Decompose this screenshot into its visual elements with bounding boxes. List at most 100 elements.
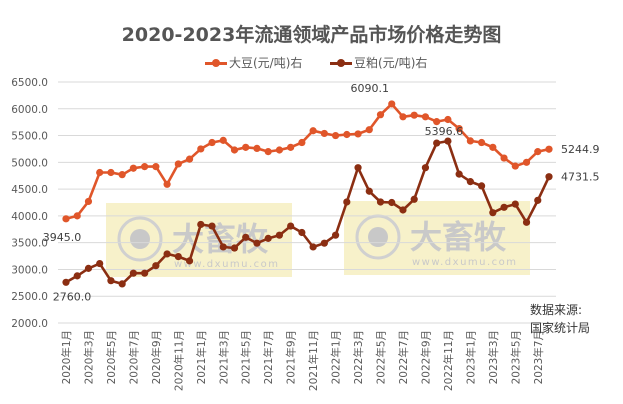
- data-point[interactable]: [545, 173, 553, 181]
- data-point[interactable]: [253, 239, 261, 247]
- data-point[interactable]: [354, 164, 362, 172]
- data-point[interactable]: [320, 239, 328, 247]
- data-point[interactable]: [376, 111, 385, 119]
- data-point[interactable]: [331, 131, 340, 140]
- data-point[interactable]: [511, 200, 519, 208]
- data-point[interactable]: [399, 113, 407, 121]
- data-point[interactable]: [141, 163, 149, 171]
- data-point[interactable]: [208, 222, 216, 230]
- data-point[interactable]: [219, 136, 227, 144]
- data-point[interactable]: [163, 180, 171, 188]
- data-point[interactable]: [478, 138, 486, 147]
- data-point[interactable]: [522, 218, 531, 226]
- data-point[interactable]: [96, 259, 104, 268]
- data-point[interactable]: [242, 233, 250, 241]
- data-point[interactable]: [466, 178, 474, 186]
- data-point[interactable]: [264, 148, 272, 156]
- data-point[interactable]: [208, 138, 216, 147]
- x-tick-label: 2021年5月: [240, 330, 253, 384]
- data-point[interactable]: [62, 278, 70, 286]
- data-point[interactable]: [264, 234, 272, 242]
- data-point[interactable]: [253, 144, 261, 153]
- data-point[interactable]: [534, 196, 542, 204]
- data-label: 2760.0: [53, 290, 92, 303]
- data-point[interactable]: [444, 137, 452, 145]
- data-point[interactable]: [466, 137, 474, 145]
- data-point[interactable]: [489, 143, 497, 151]
- x-tick-label: 2022年5月: [375, 330, 388, 384]
- legend-item-soybean-meal[interactable]: 豆粕(元/吨)右: [330, 54, 427, 71]
- data-point[interactable]: [388, 100, 396, 108]
- data-point[interactable]: [230, 146, 239, 154]
- data-point[interactable]: [197, 145, 205, 153]
- data-point[interactable]: [478, 182, 486, 190]
- data-point[interactable]: [545, 145, 553, 153]
- data-point[interactable]: [455, 170, 463, 178]
- data-point[interactable]: [185, 155, 194, 163]
- data-point[interactable]: [421, 164, 430, 172]
- data-point[interactable]: [410, 195, 418, 203]
- data-point[interactable]: [343, 198, 351, 206]
- data-point[interactable]: [62, 215, 70, 223]
- data-point[interactable]: [219, 243, 227, 251]
- legend-line-marker-icon: [330, 58, 352, 68]
- data-point[interactable]: [107, 168, 115, 177]
- data-point[interactable]: [174, 252, 182, 261]
- data-point[interactable]: [73, 212, 81, 220]
- data-point[interactable]: [152, 262, 160, 270]
- data-point[interactable]: [376, 198, 385, 206]
- data-point[interactable]: [287, 143, 295, 151]
- data-point[interactable]: [534, 148, 542, 156]
- data-point[interactable]: [84, 197, 93, 206]
- data-point[interactable]: [129, 269, 137, 277]
- data-point[interactable]: [141, 269, 149, 277]
- data-point[interactable]: [433, 139, 441, 147]
- data-point[interactable]: [365, 126, 373, 134]
- data-point[interactable]: [275, 231, 284, 239]
- data-point[interactable]: [298, 228, 306, 237]
- data-point[interactable]: [242, 143, 250, 151]
- data-point[interactable]: [129, 164, 137, 172]
- data-point[interactable]: [500, 154, 508, 162]
- data-point[interactable]: [343, 130, 351, 139]
- data-point[interactable]: [444, 115, 452, 124]
- legend-item-soybean[interactable]: 大豆(元/吨)右: [205, 54, 302, 71]
- data-point[interactable]: [96, 168, 104, 177]
- data-point[interactable]: [309, 127, 317, 135]
- data-point[interactable]: [433, 118, 441, 126]
- data-point[interactable]: [522, 158, 531, 166]
- data-point[interactable]: [320, 129, 328, 138]
- data-point[interactable]: [185, 257, 194, 265]
- data-point[interactable]: [511, 162, 519, 170]
- data-point[interactable]: [174, 160, 182, 168]
- data-point[interactable]: [455, 124, 463, 133]
- data-point[interactable]: [410, 111, 418, 119]
- data-source: 数据来源: 国家统计局: [530, 301, 590, 337]
- data-point[interactable]: [84, 264, 93, 272]
- data-point[interactable]: [298, 138, 306, 147]
- data-point[interactable]: [399, 206, 407, 214]
- data-point[interactable]: [500, 203, 508, 211]
- data-point[interactable]: [354, 130, 362, 138]
- data-point[interactable]: [118, 171, 126, 179]
- data-point[interactable]: [287, 222, 295, 230]
- data-point[interactable]: [365, 187, 373, 195]
- x-tick-label: 2022年9月: [419, 330, 432, 384]
- data-point[interactable]: [163, 250, 171, 258]
- data-point[interactable]: [309, 243, 317, 251]
- x-tick-label: 2023年3月: [487, 330, 500, 384]
- data-point[interactable]: [421, 113, 430, 121]
- data-point[interactable]: [230, 244, 239, 252]
- data-point[interactable]: [275, 146, 284, 154]
- data-point[interactable]: [107, 277, 115, 285]
- data-point[interactable]: [331, 231, 340, 239]
- data-point[interactable]: [118, 280, 126, 288]
- data-point[interactable]: [73, 272, 81, 280]
- data-point[interactable]: [388, 198, 396, 207]
- data-label: 5396.6: [425, 125, 464, 138]
- y-tick-label: 4000.0: [11, 211, 48, 223]
- data-point[interactable]: [489, 209, 497, 217]
- data-point[interactable]: [197, 220, 205, 229]
- data-point[interactable]: [152, 163, 160, 171]
